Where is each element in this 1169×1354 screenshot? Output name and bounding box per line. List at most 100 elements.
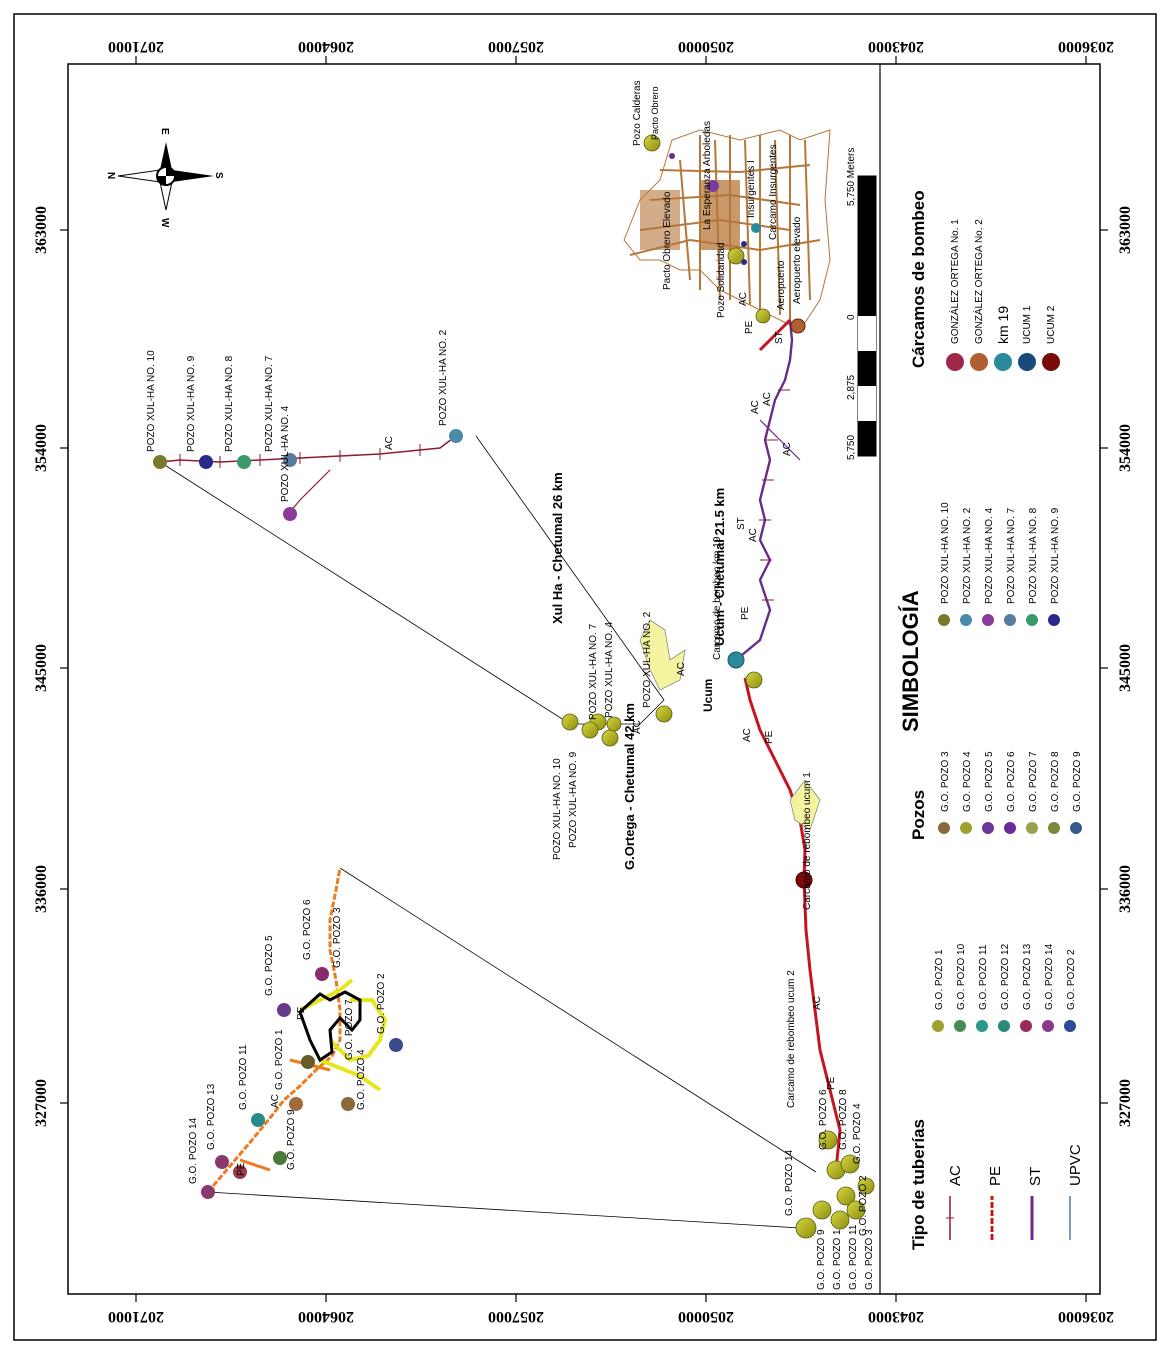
label-go-field: G.O. POZO 4 xyxy=(356,1049,367,1110)
scale-label: 5,750 xyxy=(846,435,857,460)
well-marker xyxy=(745,671,763,689)
label-go-field: G.O. POZO 7 xyxy=(344,999,355,1060)
pipe-code: AC xyxy=(750,400,761,414)
label-go-field: G.O. POZO 2 xyxy=(376,973,387,1034)
legend-item: POZO XUL-HA NO. 8 xyxy=(1028,507,1039,604)
tick-label: 2071000 xyxy=(108,1308,164,1325)
legend-item: G.O. POZO 9 xyxy=(1072,751,1083,812)
pipe-code: AC xyxy=(782,442,793,456)
map-frame xyxy=(67,63,1101,1295)
legend-col3: POZO XUL-HA NO. 10 POZO XUL-HA NO. 2 POZ… xyxy=(938,502,1061,626)
legend-pipe-types: AC PE ST UPVC xyxy=(946,1144,1084,1240)
label-pozo-calderas: Pozo Calderas xyxy=(632,80,643,146)
carcamo-marker xyxy=(751,223,761,233)
legend-item: G.O. POZO 10 xyxy=(956,943,967,1010)
tick-label: 336000 xyxy=(1117,865,1134,913)
legend-pipe-label: ST xyxy=(1027,1167,1044,1186)
tick-label: 2057000 xyxy=(488,1308,544,1325)
go-field-labels: G.O. POZO 14 G.O. POZO 13 G.O. POZO 11 G… xyxy=(188,899,387,1184)
tick-label: 354000 xyxy=(1117,424,1134,472)
legend-item: G.O. POZO 11 xyxy=(978,944,989,1010)
pipe-code: PE xyxy=(744,320,755,334)
tick-label: 354000 xyxy=(33,424,50,472)
tick-label: 327000 xyxy=(33,1079,50,1127)
legend-pipe-label: AC xyxy=(947,1165,964,1186)
legend-title: SIMBOLOGÍA xyxy=(898,590,923,732)
well-marker xyxy=(857,1177,875,1195)
pipe-code: AC xyxy=(812,996,823,1010)
pipe-code: AC xyxy=(762,392,773,406)
inset-connectors xyxy=(159,435,817,1229)
scale-label: 2,875 xyxy=(846,375,857,400)
label-aeropuerto: Aeropuerto xyxy=(776,260,787,310)
legend-col1: G.O. POZO 1 G.O. POZO 10 G.O. POZO 11 G.… xyxy=(932,943,1077,1032)
pipe-code: AC xyxy=(748,528,759,542)
tick-label: 363000 xyxy=(1117,206,1134,254)
legend-item: POZO XUL-HA NO. 2 xyxy=(962,507,973,604)
pipe-code-labels: AC AC AC PE AC ST AC AC AC PE ST AC AC P… xyxy=(236,292,837,1176)
pipe-code: AC xyxy=(270,1094,281,1108)
carcamo-km19-marker xyxy=(727,651,745,669)
pipe-code: PE xyxy=(764,730,775,744)
route-xul-ha: Xul Ha - Chetumal 26 km xyxy=(550,472,565,624)
tick-label: 2036000 xyxy=(1058,1308,1114,1325)
pipe-code: PE xyxy=(740,606,751,620)
xul-field-labels: POZO XUL-HA NO. 10 POZO XUL-HA NO. 9 POZ… xyxy=(146,329,449,502)
tick-label: 2043000 xyxy=(868,38,924,55)
route-ucum: Ucum - Chetumal 21.5 km xyxy=(712,488,727,646)
legend-pipe-label: UPVC xyxy=(1067,1144,1084,1186)
legend-item: G.O. POZO 8 xyxy=(1050,751,1061,812)
label-xul-inset: POZO XUL-HA NO. 7 xyxy=(588,623,599,720)
label-xul-field: POZO XUL-HA NO. 10 xyxy=(146,350,157,452)
legend-item: G.O. POZO 5 xyxy=(984,751,995,812)
pipe-ticks xyxy=(179,389,790,601)
label-insurgentes: Insurgentes I xyxy=(746,160,757,218)
tick-label: 345000 xyxy=(1117,644,1134,692)
well-marker xyxy=(283,507,297,521)
label-ucum: Ucum xyxy=(701,679,715,712)
legend-item: G.O. POZO 1 xyxy=(934,949,945,1010)
well-marker xyxy=(315,967,329,981)
tick-label: 363000 xyxy=(33,206,50,254)
well-marker xyxy=(795,1217,817,1239)
tick-label: 2064000 xyxy=(298,1308,354,1325)
label-go-field: G.O. POZO 3 xyxy=(332,907,343,968)
label-go-inset: G.O. POZO 4 xyxy=(852,1103,863,1164)
label-go-inset: G.O. POZO 9 xyxy=(816,1229,827,1290)
label-go-inset: G.O. POZO 1 xyxy=(832,1229,843,1290)
pipe-code: AC xyxy=(738,292,749,306)
legend-item: G.O. POZO 12 xyxy=(1000,943,1011,1010)
label-go-field: G.O. POZO 6 xyxy=(302,899,313,960)
legend-item: POZO XUL-HA NO. 9 xyxy=(1050,507,1061,604)
well-marker xyxy=(707,180,719,192)
go-field-pipes xyxy=(206,867,388,1193)
well-marker xyxy=(846,1200,866,1220)
well-marker xyxy=(830,1210,850,1230)
go-inset-labels: G.O. POZO 14 G.O. POZO 6 G.O. POZO 4 G.O… xyxy=(784,1089,875,1290)
label-go-inset: G.O. POZO 6 xyxy=(818,1089,829,1150)
well-marker xyxy=(449,429,463,443)
legend-item: GONZÁLEZ ORTEGA No. 2 xyxy=(972,219,985,344)
well-marker xyxy=(812,1200,832,1220)
xul-inset-labels: POZO XUL-HA NO. 10 POZO XUL-HA NO. 9 POZ… xyxy=(552,611,653,860)
label-pacto-obrero: Pacto Obrero xyxy=(650,86,660,140)
well-markers xyxy=(153,134,875,1239)
legend-item: G.O. POZO 2 xyxy=(1066,949,1077,1010)
legend-col4: GONZÁLEZ ORTEGA No. 1 GONZÁLEZ ORTEGA No… xyxy=(946,219,1060,371)
pipe-code: PE xyxy=(236,1162,247,1176)
legend-carcamos-title: Cárcamos de bombeo xyxy=(909,190,928,368)
legend-item: G.O. POZO 6 xyxy=(1006,751,1017,812)
legend-col2: G.O. POZO 3 G.O. POZO 4 G.O. POZO 5 G.O.… xyxy=(938,751,1083,834)
well-marker xyxy=(215,1155,229,1169)
label-carcamo-km19: Carcamo de bombeo km 19 xyxy=(712,536,723,660)
pipe-code: AC xyxy=(632,720,643,734)
well-marker xyxy=(561,713,579,731)
label-go-inset: G.O. POZO 8 xyxy=(838,1089,849,1150)
legend: SIMBOLOGÍA Tipo de tuberías Pozos Cárcam… xyxy=(898,190,1084,1250)
well-marker xyxy=(273,1151,287,1165)
label-rebombeo-ucum1: Carcamo de rebombeo ucum 1 xyxy=(802,772,813,910)
label-pacto-obrero-elevado: Pacto Obrero Elevado xyxy=(662,191,673,290)
label-carcamo-insurgentes: Carcamo Insurgentes xyxy=(768,144,779,240)
legend-item: GONZÁLEZ ORTEGA No. 1 xyxy=(948,219,961,344)
